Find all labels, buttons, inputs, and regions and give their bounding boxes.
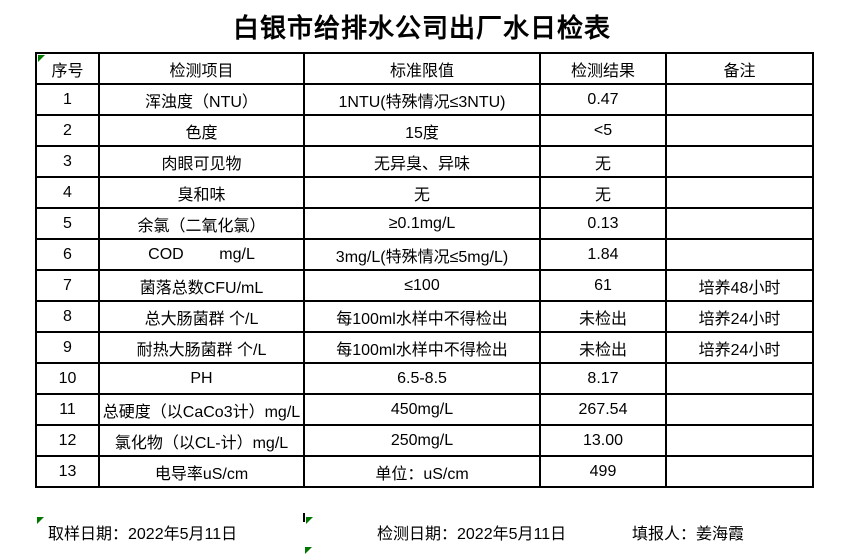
cell-note: 培养24小时 bbox=[665, 300, 814, 333]
cell-no: 7 bbox=[35, 269, 100, 302]
cell-result: 未检出 bbox=[539, 331, 667, 364]
table-row: 11 总硬度（以CaCo3计）mg/L 450mg/L 267.54 bbox=[35, 393, 814, 426]
cell-standard: 15度 bbox=[303, 114, 541, 147]
cell-note bbox=[665, 83, 814, 116]
cell-note bbox=[665, 207, 814, 240]
table-row: 8 总大肠菌群 个/L 每100ml水样中不得检出 未检出 培养24小时 bbox=[35, 300, 814, 333]
column-header-item: 检测项目 bbox=[98, 52, 305, 85]
cell-standard: 3mg/L(特殊情况≤5mg/L) bbox=[303, 238, 541, 271]
table-row: 13 电导率uS/cm 单位：uS/cm 499 bbox=[35, 455, 814, 488]
cell-item: PH bbox=[98, 362, 305, 395]
cell-item: 肉眼可见物 bbox=[98, 145, 305, 178]
cell-note: 培养48小时 bbox=[665, 269, 814, 302]
inspection-table: 序号 检测项目 标准限值 检测结果 备注 1 浑浊度（NTU） 1NTU(特殊情… bbox=[35, 52, 814, 488]
cell-standard: 450mg/L bbox=[303, 393, 541, 426]
cell-standard: 单位：uS/cm bbox=[303, 455, 541, 488]
cell-standard: 每100ml水样中不得检出 bbox=[303, 300, 541, 333]
cell-item: 氯化物（以CL-计）mg/L bbox=[98, 424, 305, 457]
column-header-note: 备注 bbox=[665, 52, 814, 85]
sample-date-label: 取样日期：2022年5月11日 bbox=[48, 526, 238, 543]
page-title: 白银市给排水公司出厂水日检表 bbox=[232, 13, 611, 43]
cell-item: 余氯（二氧化氯） bbox=[98, 207, 305, 240]
cell-no: 12 bbox=[35, 424, 100, 457]
footer-cell-divider bbox=[303, 513, 305, 522]
cell-no: 5 bbox=[35, 207, 100, 240]
cell-item: 总硬度（以CaCo3计）mg/L bbox=[98, 393, 305, 426]
excel-error-marker-icon bbox=[305, 547, 312, 554]
cell-standard: 无异臭、异味 bbox=[303, 145, 541, 178]
column-header-no: 序号 bbox=[35, 52, 100, 85]
table-row: 7 菌落总数CFU/mL ≤100 61 培养48小时 bbox=[35, 269, 814, 302]
cell-result: 8.17 bbox=[539, 362, 667, 395]
cell-no: 2 bbox=[35, 114, 100, 147]
cell-result: 499 bbox=[539, 455, 667, 488]
cell-no: 9 bbox=[35, 331, 100, 364]
cell-result: 无 bbox=[539, 176, 667, 209]
table-row: 4 臭和味 无 无 bbox=[35, 176, 814, 209]
cell-note: 培养24小时 bbox=[665, 331, 814, 364]
cell-standard: 每100ml水样中不得检出 bbox=[303, 331, 541, 364]
cell-no: 13 bbox=[35, 455, 100, 488]
cell-result: 267.54 bbox=[539, 393, 667, 426]
cell-no: 10 bbox=[35, 362, 100, 395]
cell-result: 0.13 bbox=[539, 207, 667, 240]
excel-error-marker-icon bbox=[38, 55, 45, 62]
cell-note bbox=[665, 145, 814, 178]
cell-standard: ≤100 bbox=[303, 269, 541, 302]
cell-note bbox=[665, 114, 814, 147]
reporter-label: 填报人：姜海霞 bbox=[632, 526, 745, 543]
cell-standard: 无 bbox=[303, 176, 541, 209]
cell-standard: 250mg/L bbox=[303, 424, 541, 457]
table-header-row: 序号 检测项目 标准限值 检测结果 备注 bbox=[35, 52, 814, 85]
cell-item: 色度 bbox=[98, 114, 305, 147]
table-row: 3 肉眼可见物 无异臭、异味 无 bbox=[35, 145, 814, 178]
cell-note bbox=[665, 176, 814, 209]
cell-no: 4 bbox=[35, 176, 100, 209]
cell-result: <5 bbox=[539, 114, 667, 147]
cell-no: 1 bbox=[35, 83, 100, 116]
cell-item: COD mg/L bbox=[98, 238, 305, 271]
cell-standard: 6.5-8.5 bbox=[303, 362, 541, 395]
table-row: 12 氯化物（以CL-计）mg/L 250mg/L 13.00 bbox=[35, 424, 814, 457]
table-row: 5 余氯（二氧化氯） ≥0.1mg/L 0.13 bbox=[35, 207, 814, 240]
cell-standard: 1NTU(特殊情况≤3NTU) bbox=[303, 83, 541, 116]
cell-result: 13.00 bbox=[539, 424, 667, 457]
cell-result: 0.47 bbox=[539, 83, 667, 116]
excel-error-marker-icon bbox=[37, 517, 44, 524]
table-row: 1 浑浊度（NTU） 1NTU(特殊情况≤3NTU) 0.47 bbox=[35, 83, 814, 116]
cell-result: 61 bbox=[539, 269, 667, 302]
column-header-result: 检测结果 bbox=[539, 52, 667, 85]
cell-item: 菌落总数CFU/mL bbox=[98, 269, 305, 302]
cell-note bbox=[665, 238, 814, 271]
table-row: 6 COD mg/L 3mg/L(特殊情况≤5mg/L) 1.84 bbox=[35, 238, 814, 271]
cell-result: 未检出 bbox=[539, 300, 667, 333]
cell-no: 11 bbox=[35, 393, 100, 426]
cell-note bbox=[665, 424, 814, 457]
cell-item: 浑浊度（NTU） bbox=[98, 83, 305, 116]
cell-no: 3 bbox=[35, 145, 100, 178]
cell-note bbox=[665, 362, 814, 395]
cell-result: 无 bbox=[539, 145, 667, 178]
cell-item: 电导率uS/cm bbox=[98, 455, 305, 488]
cell-no: 6 bbox=[35, 238, 100, 271]
cell-item: 耐热大肠菌群 个/L bbox=[98, 331, 305, 364]
test-date-label: 检测日期：2022年5月11日 bbox=[377, 526, 567, 543]
cell-result: 1.84 bbox=[539, 238, 667, 271]
cell-standard: ≥0.1mg/L bbox=[303, 207, 541, 240]
table-row: 10 PH 6.5-8.5 8.17 bbox=[35, 362, 814, 395]
cell-item: 臭和味 bbox=[98, 176, 305, 209]
cell-note bbox=[665, 455, 814, 488]
cell-note bbox=[665, 393, 814, 426]
table-row: 9 耐热大肠菌群 个/L 每100ml水样中不得检出 未检出 培养24小时 bbox=[35, 331, 814, 364]
table-row: 2 色度 15度 <5 bbox=[35, 114, 814, 147]
table-body: 1 浑浊度（NTU） 1NTU(特殊情况≤3NTU) 0.47 2 色度 15度… bbox=[35, 83, 814, 488]
cell-item: 总大肠菌群 个/L bbox=[98, 300, 305, 333]
cell-no: 8 bbox=[35, 300, 100, 333]
column-header-standard: 标准限值 bbox=[303, 52, 541, 85]
excel-error-marker-icon bbox=[306, 517, 313, 524]
